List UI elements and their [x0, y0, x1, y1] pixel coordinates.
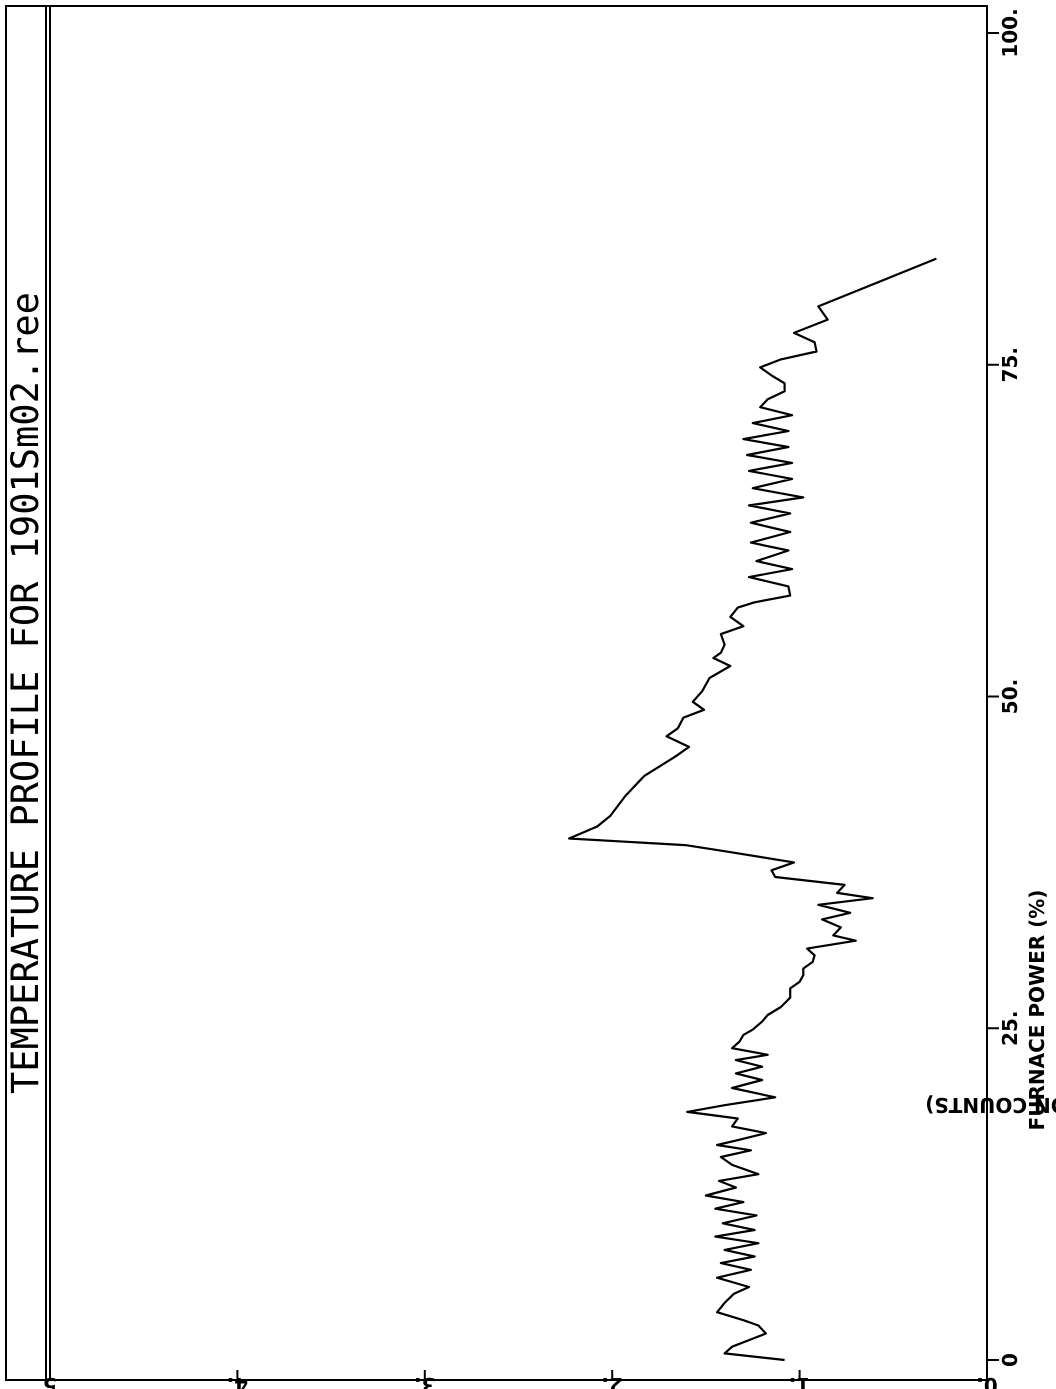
series-line	[567, 257, 937, 1362]
plot-frame	[5, 5, 988, 1381]
y-tick-label-group: 1.	[789, 1373, 811, 1389]
x-tick-label-group: 75.	[998, 347, 1022, 382]
x-tick-label-group: 0	[998, 1353, 1022, 1367]
x-tick-label: 50.	[998, 679, 1022, 714]
plot-area-border	[49, 5, 988, 1381]
y-tick-label-group: 4.	[227, 1373, 249, 1389]
chart-title: TEMPERATURE PROFILE FOR 1901Sm02.ree	[4, 292, 47, 1094]
line-layer	[567, 257, 937, 1362]
y-tick-label-group: 2.	[601, 1373, 623, 1389]
x-axis-label: FURNACE POWER (%)	[1025, 890, 1049, 1131]
x-tick-label-group: 100.	[998, 8, 1022, 57]
y-tick-label-group: 0.	[976, 1373, 998, 1389]
x-tick-label: 75.	[998, 347, 1022, 382]
y-tick-label-group: 5	[43, 1373, 57, 1389]
y-tick-label-group: 3.	[414, 1373, 436, 1389]
x-tick-label: 100.	[998, 8, 1022, 57]
text-layer: TEMPERATURE PROFILE FOR 1901Sm02.ree FUR…	[4, 8, 1056, 1389]
x-tick-label: 25.	[998, 1011, 1022, 1046]
y-tick-label: 4.	[227, 1373, 249, 1389]
axes-layer	[49, 32, 999, 1380]
y-tick-label: 2.	[601, 1373, 623, 1389]
y-tick-label: 0.	[976, 1373, 998, 1389]
y-tick-label: 5	[43, 1373, 57, 1389]
title-box	[5, 5, 47, 1381]
y-tick-label: 3.	[414, 1373, 436, 1389]
x-tick-label-group: 25.	[998, 1011, 1022, 1046]
y-tick-label: 1.	[789, 1373, 811, 1389]
y-axis-label: LOG (ION COUNTS)	[925, 1093, 1056, 1117]
x-tick-label: 0	[998, 1353, 1022, 1367]
x-tick-label-group: 50.	[998, 679, 1022, 714]
